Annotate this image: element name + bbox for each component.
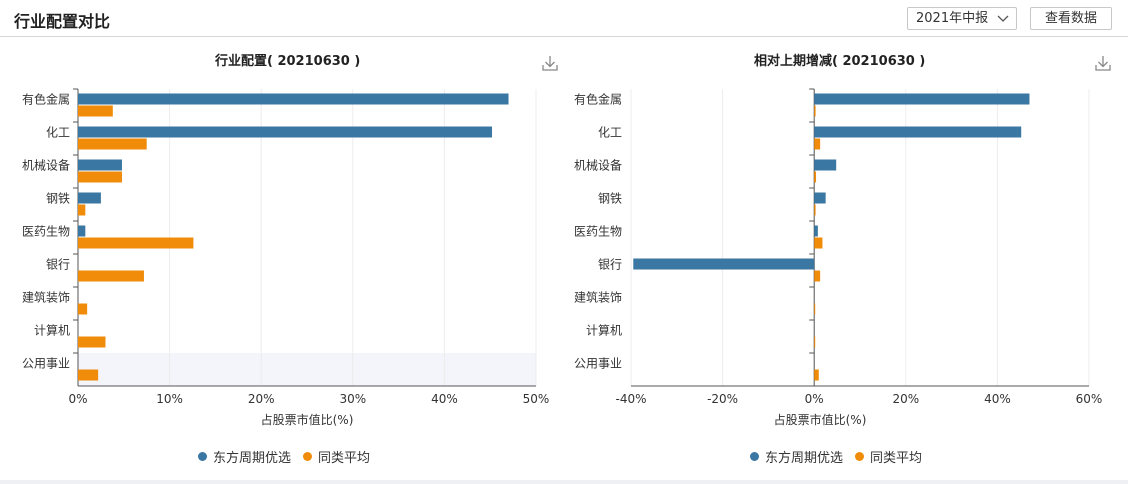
chart-legend: 东方周期优选 同类平均 bbox=[198, 447, 382, 466]
bar-fund[interactable] bbox=[78, 159, 122, 171]
category-label: 钢铁 bbox=[598, 192, 622, 206]
chart-title: 相对上期增减( 20210630 ) bbox=[754, 54, 926, 69]
bar-fund[interactable] bbox=[814, 159, 837, 171]
view-data-button[interactable]: 查看数据 bbox=[1030, 7, 1112, 30]
bar-peer-average[interactable] bbox=[78, 138, 147, 150]
page-header: 行业配置对比 2021年中报 查看数据 bbox=[0, 0, 1128, 37]
category-label: 计算机 bbox=[586, 323, 622, 338]
x-axis-label: 占股票市值比(%) bbox=[774, 412, 867, 427]
x-tick-label: 40% bbox=[984, 392, 1011, 406]
chart-title: 行业配置( 20210630 ) bbox=[215, 54, 361, 69]
bar-fund[interactable] bbox=[814, 192, 826, 204]
legend-item-fund[interactable]: 东方周期优选 bbox=[198, 447, 291, 466]
bar-peer-average[interactable] bbox=[814, 105, 816, 117]
category-label: 钢铁 bbox=[46, 192, 70, 206]
category-label: 银行 bbox=[46, 258, 70, 272]
download-icon[interactable] bbox=[1094, 54, 1112, 72]
bar-peer-average[interactable] bbox=[78, 369, 99, 381]
category-label: 机械设备 bbox=[574, 158, 622, 173]
bar-peer-average[interactable] bbox=[814, 171, 817, 183]
bar-fund[interactable] bbox=[633, 258, 815, 270]
x-tick-label: 20% bbox=[892, 392, 919, 406]
legend-label: 同类平均 bbox=[870, 451, 923, 466]
x-tick-label: 20% bbox=[248, 392, 275, 406]
chart-legend: 东方周期优选 同类平均 bbox=[750, 447, 934, 466]
bar-fund[interactable] bbox=[78, 192, 101, 204]
allocation-chart-panel: 行业配置( 20210630 ) 0% 10% 20% 30% 40% 50% 占股票市值比… bbox=[0, 40, 564, 480]
bottom-divider bbox=[0, 480, 1128, 484]
x-tick-label: 60% bbox=[1076, 392, 1103, 406]
category-label: 有色金属 bbox=[22, 92, 70, 107]
legend-label: 同类平均 bbox=[318, 451, 371, 466]
highlight-band bbox=[78, 353, 536, 386]
bar-fund[interactable] bbox=[814, 93, 1030, 105]
category-label: 医药生物 bbox=[574, 225, 622, 239]
legend-label: 东方周期优选 bbox=[213, 451, 292, 466]
period-select-value: 2021年中报 bbox=[916, 11, 989, 26]
bar-peer-average[interactable] bbox=[78, 270, 144, 282]
bar-peer-average[interactable] bbox=[814, 303, 816, 315]
bar-peer-average[interactable] bbox=[78, 171, 122, 183]
legend-dot-peer-average bbox=[303, 452, 313, 461]
x-tick-label: 0% bbox=[805, 392, 824, 406]
legend-dot-fund bbox=[198, 452, 207, 461]
page-title: 行业配置对比 bbox=[14, 12, 111, 31]
download-icon[interactable] bbox=[541, 54, 559, 72]
category-label: 化工 bbox=[46, 126, 70, 140]
category-label: 医药生物 bbox=[22, 225, 70, 239]
category-label: 计算机 bbox=[34, 323, 70, 338]
category-label: 机械设备 bbox=[22, 158, 70, 173]
x-tick-label: 40% bbox=[431, 392, 458, 406]
bar-peer-average[interactable] bbox=[814, 237, 823, 249]
category-label: 建筑装饰 bbox=[22, 290, 70, 305]
category-label: 银行 bbox=[598, 258, 622, 272]
bar-fund[interactable] bbox=[814, 126, 1022, 138]
bar-fund[interactable] bbox=[78, 225, 86, 237]
category-label: 建筑装饰 bbox=[574, 290, 622, 305]
bar-peer-average[interactable] bbox=[814, 138, 821, 150]
bar-peer-average[interactable] bbox=[78, 105, 113, 117]
legend-item-fund[interactable]: 东方周期优选 bbox=[750, 447, 843, 466]
chevron-down-icon bbox=[997, 15, 1009, 22]
legend-dot-peer-average bbox=[855, 452, 865, 461]
period-select[interactable]: 2021年中报 bbox=[907, 7, 1017, 30]
bar-fund[interactable] bbox=[78, 126, 493, 138]
change-chart-panel: 相对上期增减( 20210630 ) -40% -20% 0% 20% 40% 60% 占股… bbox=[564, 40, 1128, 480]
category-label: 公用事业 bbox=[22, 357, 70, 371]
legend-dot-fund bbox=[750, 452, 759, 461]
allocation-bar-chart: 0% 10% 20% 30% 40% 50% 占股票市值比(%) 有色金属化工机械设备钢铁医药… bbox=[22, 88, 550, 427]
bar-peer-average[interactable] bbox=[78, 237, 194, 249]
bar-fund[interactable] bbox=[78, 93, 509, 105]
category-label: 有色金属 bbox=[574, 92, 622, 107]
x-tick-label: 50% bbox=[523, 392, 550, 406]
legend-item-peer-average[interactable]: 同类平均 bbox=[855, 447, 922, 466]
bar-peer-average[interactable] bbox=[78, 303, 88, 315]
change-bar-chart: -40% -20% 0% 20% 40% 60% 占股票市值比(%) 有色金属化工机械设备钢铁… bbox=[574, 88, 1103, 427]
category-label: 公用事业 bbox=[574, 357, 622, 371]
x-tick-label: 10% bbox=[156, 392, 183, 406]
x-tick-label: -20% bbox=[707, 392, 738, 406]
bar-peer-average[interactable] bbox=[814, 204, 816, 216]
bar-fund[interactable] bbox=[814, 225, 818, 237]
category-label: 化工 bbox=[598, 126, 622, 140]
x-axis-label: 占股票市值比(%) bbox=[261, 412, 354, 427]
legend-item-peer-average[interactable]: 同类平均 bbox=[303, 447, 370, 466]
bar-peer-average[interactable] bbox=[814, 270, 821, 282]
x-tick-label: -40% bbox=[615, 392, 646, 406]
x-tick-label: 30% bbox=[339, 392, 366, 406]
bar-peer-average[interactable] bbox=[78, 336, 106, 348]
bar-peer-average[interactable] bbox=[814, 369, 819, 381]
x-tick-label: 0% bbox=[68, 392, 87, 406]
bar-peer-average[interactable] bbox=[78, 204, 86, 216]
legend-label: 东方周期优选 bbox=[765, 451, 844, 466]
bar-peer-average[interactable] bbox=[814, 336, 816, 348]
